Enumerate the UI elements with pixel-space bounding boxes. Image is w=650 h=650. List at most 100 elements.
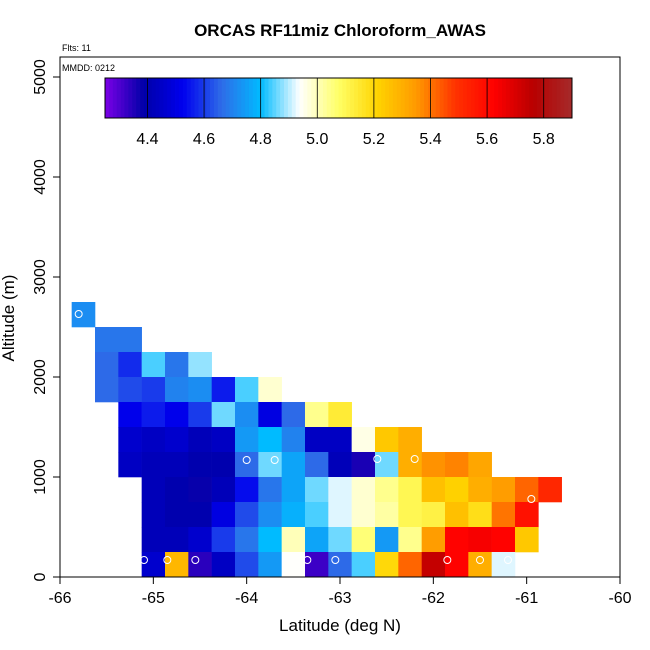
heatmap-cell: [188, 427, 212, 453]
heatmap-cell: [375, 552, 399, 578]
colorbar-segment: [501, 78, 507, 118]
heatmap-cell: [491, 552, 516, 578]
colorbar-segment: [163, 78, 168, 118]
heatmap-cell: [211, 527, 236, 553]
colorbar-segment: [322, 78, 328, 118]
heatmap-cell: [281, 527, 306, 553]
heatmap-cell: [188, 527, 212, 553]
heatmap-cell: [491, 477, 516, 503]
colorbar-segment: [342, 78, 347, 118]
heatmap-cell: [165, 552, 189, 578]
colorbar-segment: [175, 78, 180, 118]
heatmap-cell: [118, 427, 142, 453]
sample-marker: [270, 456, 279, 464]
colorbar-segment: [124, 78, 129, 118]
colorbar-segment: [210, 78, 215, 118]
sample-marker: [163, 556, 172, 564]
heatmap-cell: [398, 552, 422, 578]
heatmap-cell: [235, 477, 259, 503]
heatmap-cell: [445, 502, 469, 528]
heatmap-cell: [141, 452, 166, 478]
heatmap-cell: [398, 427, 422, 453]
colorbar-segment: [560, 78, 565, 118]
sample-markers: [74, 310, 536, 564]
heatmap-cell: [258, 552, 282, 578]
heatmap-cell: [118, 327, 142, 353]
sample-marker: [373, 455, 382, 463]
colorbar-segment: [260, 78, 265, 118]
heatmap-cell: [165, 427, 189, 453]
heatmap-cells: [71, 302, 562, 578]
heatmap-cell: [328, 477, 352, 503]
colorbar-segment: [443, 78, 448, 118]
heatmap-cell: [281, 402, 306, 428]
sample-marker: [331, 556, 340, 564]
y-tick-label: 0: [32, 572, 49, 581]
chart-title: ORCAS RF11miz Chloroform_AWAS: [194, 21, 486, 40]
colorbar-segment: [241, 78, 246, 118]
colorbar-segment: [268, 78, 273, 118]
sample-marker: [191, 556, 200, 564]
heatmap-cell: [95, 352, 119, 378]
heatmap-cell: [235, 377, 259, 403]
heatmap-cell: [351, 452, 376, 478]
colorbar-segment: [105, 78, 110, 118]
x-tick-label: -61: [515, 590, 538, 607]
colorbar-segment: [116, 78, 121, 118]
colorbar-segment: [159, 78, 164, 118]
heatmap-cell: [468, 452, 492, 478]
heatmap-cell: [188, 452, 212, 478]
colorbar-segment: [326, 78, 332, 118]
colorbar-segment: [463, 78, 468, 118]
heatmap-cell: [328, 427, 352, 453]
colorbar-segment: [470, 78, 476, 118]
heatmap-cell: [211, 552, 236, 578]
colorbar: 4.4 4.6 4.8 5.0 5.2 5.4 5.6 5.8: [104, 77, 573, 148]
x-tick-label: -66: [48, 590, 71, 607]
heatmap-cell: [351, 552, 376, 578]
sample-marker: [140, 556, 148, 564]
colorbar-segment: [248, 78, 254, 118]
colorbar-tick-label: 4.8: [250, 131, 272, 148]
heatmap-cell: [118, 452, 142, 478]
heatmap-cell: [328, 452, 352, 478]
sample-marker: [443, 556, 452, 564]
colorbar-segment: [112, 78, 118, 118]
colorbar-segment: [416, 78, 421, 118]
heatmap-cell: [118, 377, 142, 403]
heatmap-cell: [468, 477, 492, 503]
heatmap-cell: [118, 402, 142, 428]
heatmap-cell: [398, 452, 422, 478]
heatmap-cell: [165, 477, 189, 503]
heatmap-cell: [165, 452, 189, 478]
heatmap-cell: [421, 452, 446, 478]
heatmap-cell: [235, 502, 259, 528]
heatmap-cell: [118, 352, 142, 378]
heatmap-cell: [165, 377, 189, 403]
heatmap-cell: [211, 452, 236, 478]
colorbar-segment: [272, 78, 277, 118]
heatmap-cell: [351, 502, 376, 528]
colorbar-segment: [568, 78, 573, 118]
colorbar-segment: [494, 78, 499, 118]
colorbar-segment: [330, 78, 336, 118]
colorbar-segment: [311, 78, 316, 118]
heatmap-cell: [398, 477, 422, 503]
heatmap-cell: [305, 427, 329, 453]
colorbar-segment: [385, 78, 390, 118]
colorbar-segment: [276, 78, 281, 118]
colorbar-segment: [299, 78, 304, 118]
heatmap-cell: [421, 527, 446, 553]
sample-marker: [410, 455, 419, 463]
heatmap-cell: [351, 527, 376, 553]
heatmap-cell: [328, 502, 352, 528]
heatmap-cell: [258, 427, 282, 453]
colorbar-segment: [354, 78, 359, 118]
colorbar-segment: [319, 78, 324, 118]
colorbar-segment: [350, 78, 355, 118]
colorbar-segment: [229, 78, 234, 118]
colorbar-segment: [439, 78, 444, 118]
heatmap-cell: [165, 502, 189, 528]
heatmap-cell: [328, 402, 352, 428]
